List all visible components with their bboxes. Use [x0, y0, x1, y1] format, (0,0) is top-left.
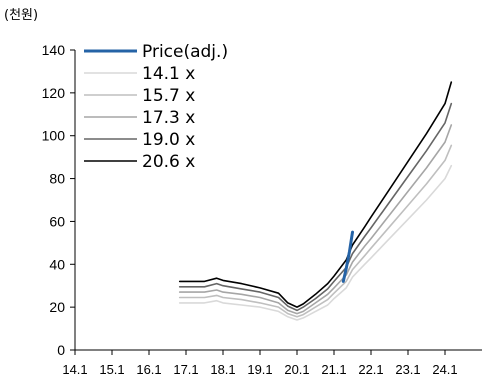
x-tick-label: 19.1	[247, 362, 272, 377]
x-tick-label: 16.1	[136, 362, 161, 377]
series-line-14-1-x	[178, 164, 453, 321]
x-tick-label: 20.1	[284, 362, 309, 377]
y-tick-label: 60	[49, 213, 65, 229]
y-tick-label: 40	[49, 256, 65, 272]
axes: 0 20 40 60 80 100 120 140 14.1 15.1 16.1 17.1 18.1 19…	[42, 42, 482, 377]
legend-label: Price(adj.)	[142, 42, 228, 62]
x-tick-label: 18.1	[210, 362, 235, 377]
x-tick-label: 24.1	[432, 362, 457, 377]
x-tick-label: 17.1	[173, 362, 198, 377]
y-tick-label: 80	[49, 171, 65, 187]
y-tick-label: 140	[42, 42, 66, 58]
x-tick-label: 15.1	[99, 362, 124, 377]
legend-label: 17.3 x	[142, 108, 195, 128]
series-lines	[178, 81, 453, 321]
y-tick-label: 0	[57, 342, 65, 358]
series-line-19-0-x	[178, 102, 453, 312]
series-line-20-6-x	[178, 81, 453, 308]
legend-label: 19.0 x	[142, 130, 195, 150]
y-tick-label: 100	[42, 128, 66, 144]
x-tick-label: 23.1	[395, 362, 420, 377]
legend-label: 20.6 x	[142, 152, 195, 172]
y-tick-label: 120	[42, 85, 66, 101]
x-tick-label: 14.1	[62, 362, 87, 377]
x-tick-label: 22.1	[358, 362, 383, 377]
y-unit-label: (천원)	[4, 8, 39, 23]
series-line-15-7-x	[178, 144, 453, 318]
legend: Price(adj.)14.1 x15.7 x17.3 x19.0 x20.6 …	[84, 42, 228, 172]
series-line-price-adj	[341, 230, 354, 283]
y-tick-label: 20	[49, 299, 65, 315]
x-tick-label: 21.1	[321, 362, 346, 377]
legend-label: 15.7 x	[142, 86, 195, 106]
series-line-17-3-x	[178, 124, 453, 315]
legend-label: 14.1 x	[142, 64, 195, 84]
